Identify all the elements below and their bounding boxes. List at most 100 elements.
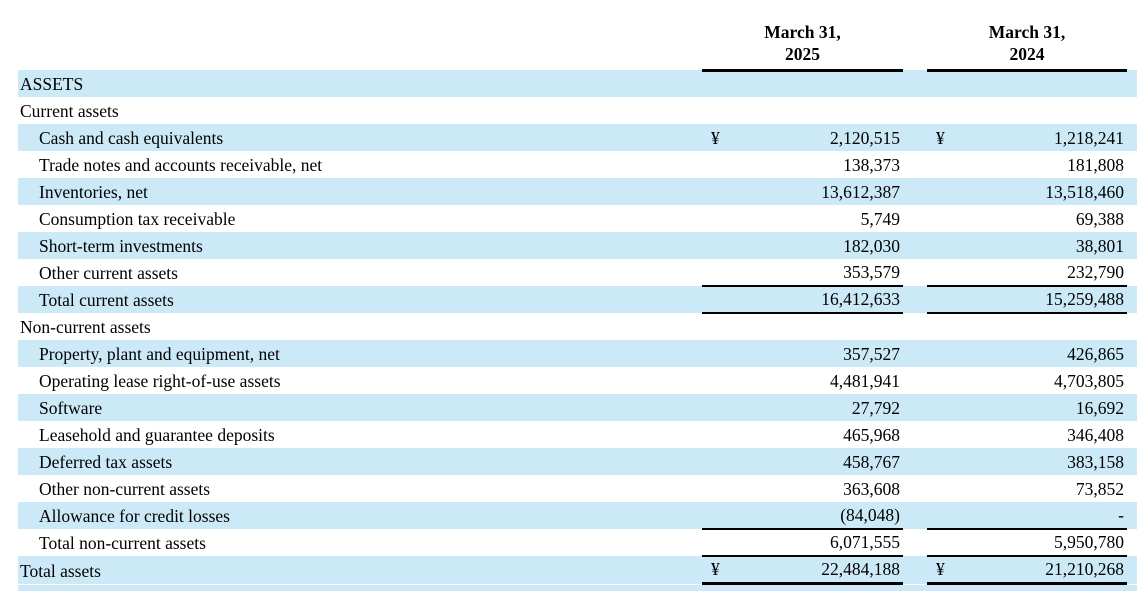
table-row: Total non-current assets 6,071,555 5,950,7… [18, 529, 1137, 557]
column-header-2025-line1: March 31, [764, 21, 841, 42]
bottom-stripe-pad-cell [18, 583, 1137, 591]
table-row: Leasehold and guarantee deposits 465,968 3… [18, 421, 1137, 448]
currency-symbol-2024 [927, 286, 960, 314]
value-2025: 363,608 [843, 479, 900, 499]
currency-symbol-2024 [927, 70, 960, 97]
column-gap [903, 70, 927, 97]
value-2024: - [960, 502, 1127, 530]
currency-symbol-2024 [927, 367, 960, 394]
value-2024: 21,210,268 [960, 556, 1127, 585]
currency-symbol-2025 [702, 232, 735, 259]
currency-symbol-2025 [702, 286, 735, 314]
row-filler [1127, 502, 1137, 529]
value-2024: 4,703,805 [1054, 371, 1124, 391]
table-row: Other non-current assets 363,608 73,852 [18, 475, 1137, 502]
currency-symbol-2025 [702, 151, 735, 178]
currency-symbol-2024 [927, 97, 960, 124]
value-2025: 27,792 [735, 394, 903, 421]
column-gap [903, 556, 927, 584]
column-gap [903, 367, 927, 394]
row-filler [1127, 394, 1137, 421]
currency-symbol-2024 [927, 178, 960, 205]
currency-symbol-2025 [702, 70, 735, 97]
currency-symbol-2025 [702, 313, 735, 340]
row-label: ASSETS [18, 70, 702, 97]
column-gap [903, 178, 927, 205]
currency-symbol-2025: ¥ [702, 556, 735, 585]
column-gap [903, 313, 927, 340]
row-filler [1127, 448, 1137, 475]
row-label: Deferred tax assets [18, 448, 702, 475]
value-2025: 357,527 [735, 340, 903, 367]
currency-symbol-2024 [927, 475, 960, 502]
column-header-2024-line1: March 31, [988, 21, 1066, 42]
currency-symbol-2024 [927, 151, 960, 178]
column-gap [903, 232, 927, 259]
value-2025 [735, 70, 903, 97]
table-row: Allowance for credit losses (84,048) - [18, 502, 1137, 530]
value-2024: 69,388 [1075, 209, 1124, 229]
currency-symbol-2025 [702, 259, 735, 287]
bottom-stripe-pad [18, 583, 1137, 591]
row-label: Total assets [18, 556, 702, 584]
column-gap [903, 394, 927, 421]
column-gap [903, 13, 927, 70]
value-2024: 426,865 [960, 340, 1127, 367]
value-2024: 346,408 [1067, 425, 1124, 445]
value-2024: 38,801 [960, 232, 1127, 259]
table-row: Software 27,792 16,692 [18, 394, 1137, 421]
row-filler [1127, 313, 1137, 340]
table-row: Total assets ¥22,484,188 ¥21,210,268 [18, 556, 1137, 585]
currency-symbol-2024 [927, 529, 960, 557]
currency-symbol-2025 [702, 529, 735, 557]
column-gap [903, 124, 927, 151]
value-2025: 13,612,387 [735, 178, 903, 205]
currency-symbol-2025 [702, 394, 735, 421]
currency-symbol-2025 [702, 178, 735, 205]
balance-sheet-table: March 31, 2025 March 31, 2024 ASSETS Curr… [18, 13, 1137, 591]
value-2025: 6,071,555 [735, 529, 903, 557]
column-header-2024-line2: 2024 [1009, 43, 1045, 64]
table-row: Total current assets 16,412,633 15,259,488 [18, 286, 1137, 314]
row-filler [1127, 367, 1137, 394]
column-gap [903, 97, 927, 124]
value-2025 [735, 313, 903, 340]
currency-symbol-2024 [927, 448, 960, 475]
value-2024: 232,790 [960, 259, 1127, 287]
row-filler [1127, 286, 1137, 313]
value-2024: 15,259,488 [960, 286, 1127, 314]
table-row: Consumption tax receivable 5,749 69,388 [18, 205, 1137, 232]
row-filler [1127, 475, 1137, 502]
row-label: Cash and cash equivalents [18, 124, 702, 151]
value-2024 [960, 97, 1127, 124]
column-header-2025: March 31, 2025 [702, 13, 903, 72]
row-filler [1127, 124, 1137, 151]
value-2024: 5,950,780 [960, 529, 1127, 557]
row-label: Other non-current assets [39, 479, 211, 499]
row-filler [1127, 205, 1137, 232]
value-2025: 138,373 [843, 155, 900, 175]
row-filler [1127, 97, 1137, 124]
value-2025: 22,484,188 [735, 556, 903, 585]
row-label: Non-current assets [20, 317, 151, 337]
row-label: Total non-current assets [39, 533, 206, 553]
table-row: Trade notes and accounts receivable, net… [18, 151, 1137, 178]
currency-symbol-2025 [702, 97, 735, 124]
currency-symbol-2025 [702, 475, 735, 502]
table-row: ASSETS [18, 70, 1137, 97]
row-filler [1127, 556, 1137, 584]
column-gap [903, 475, 927, 502]
value-2025: 182,030 [735, 232, 903, 259]
value-2024: 1,218,241 [960, 124, 1127, 151]
row-label: Current assets [20, 101, 119, 121]
value-2025: (84,048) [735, 502, 903, 530]
row-label: Allowance for credit losses [18, 502, 702, 529]
column-gap [903, 286, 927, 313]
currency-symbol-2024: ¥ [927, 124, 960, 151]
header-label-spacer [18, 13, 702, 70]
table-row: Property, plant and equipment, net 357,52… [18, 340, 1137, 367]
row-filler [1127, 178, 1137, 205]
row-label: Short-term investments [18, 232, 702, 259]
column-gap [903, 259, 927, 286]
